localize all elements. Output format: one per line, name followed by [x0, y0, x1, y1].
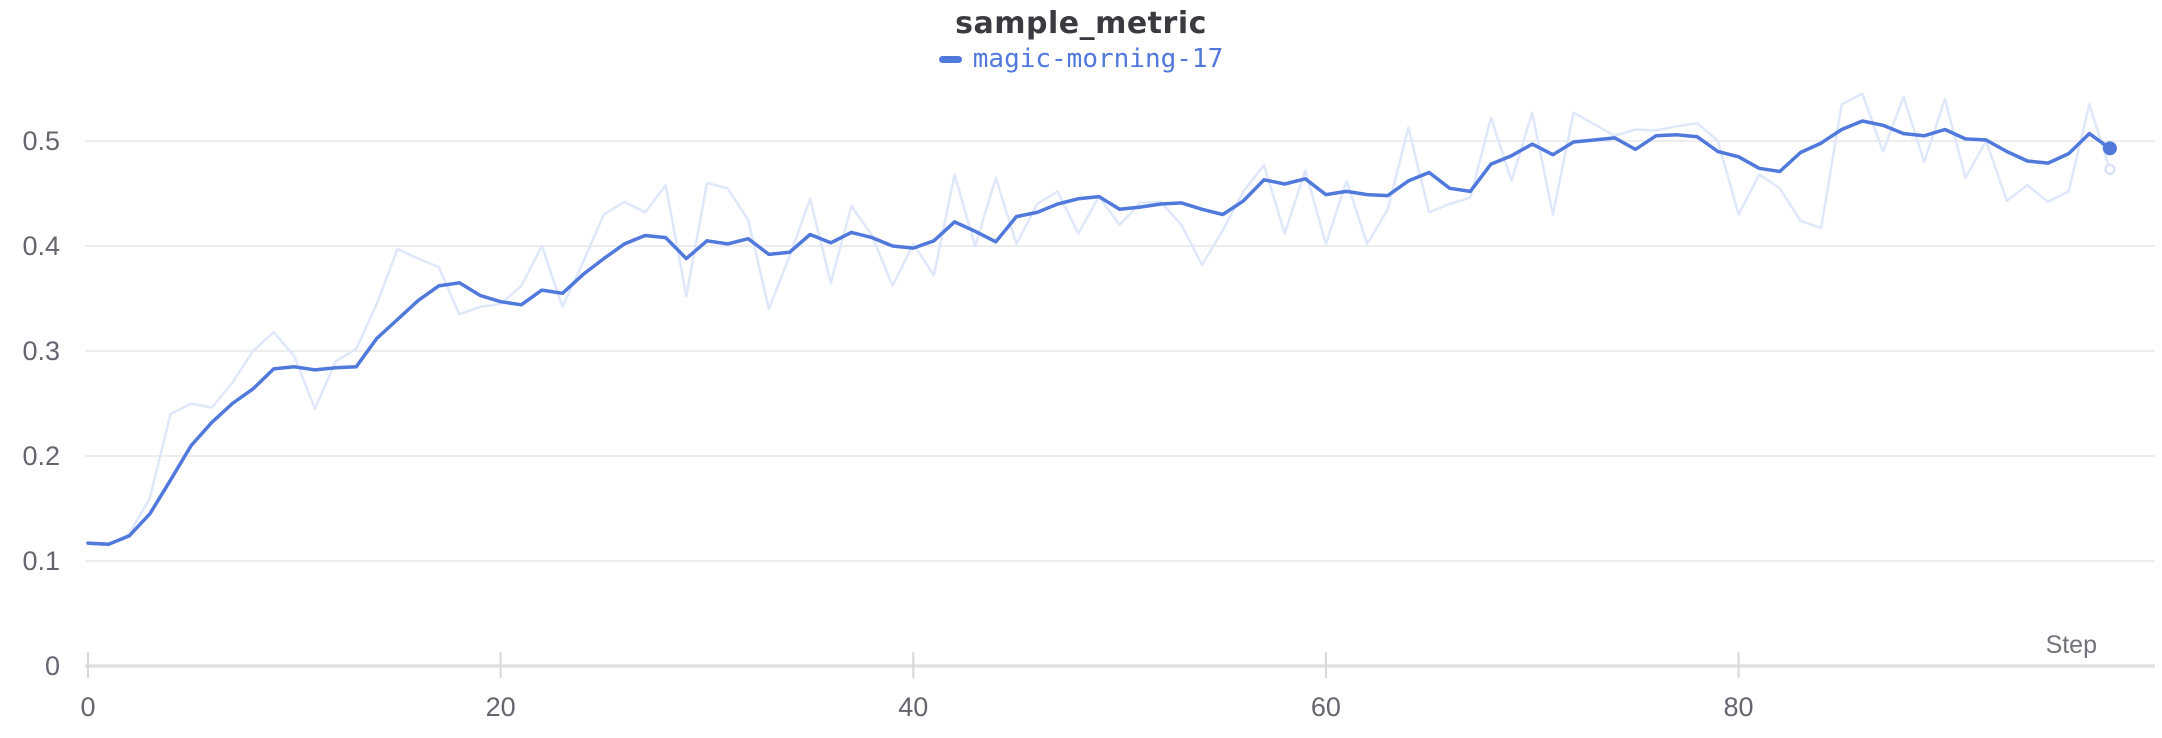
y-tick-label: 0.2	[22, 441, 60, 471]
x-tick-label: 0	[80, 692, 95, 722]
x-axis-title: Step	[2046, 631, 2097, 659]
grid-layer: 0 0.1 0.2 0.3 0.4 0.5	[22, 126, 2155, 681]
x-tick-label: 40	[898, 692, 928, 722]
y-tick-label: 0.1	[22, 546, 60, 576]
x-tick-label: 80	[1724, 692, 1754, 722]
legend-item-run[interactable]: magic-morning-17	[938, 44, 1224, 74]
x-tick-label: 60	[1311, 692, 1341, 722]
y-tick-label: 0	[45, 651, 60, 681]
legend-line-swatch	[938, 55, 962, 63]
x-tick-label: 20	[486, 692, 516, 722]
endpoint-dot[interactable]	[2102, 141, 2117, 156]
series-layer	[86, 92, 2117, 547]
legend-run-name: magic-morning-17	[972, 44, 1224, 74]
y-tick-label: 0.3	[22, 336, 60, 366]
smoothed-series-line	[86, 119, 2112, 546]
y-tick-label: 0.4	[22, 231, 60, 261]
axis-layer: 0 20 40 60 80	[80, 652, 2155, 722]
raw-endpoint-dot	[2104, 163, 2116, 176]
legend: magic-morning-17	[938, 44, 1224, 74]
plot-area[interactable]	[85, 85, 2157, 668]
y-tick-label: 0.5	[22, 126, 60, 156]
